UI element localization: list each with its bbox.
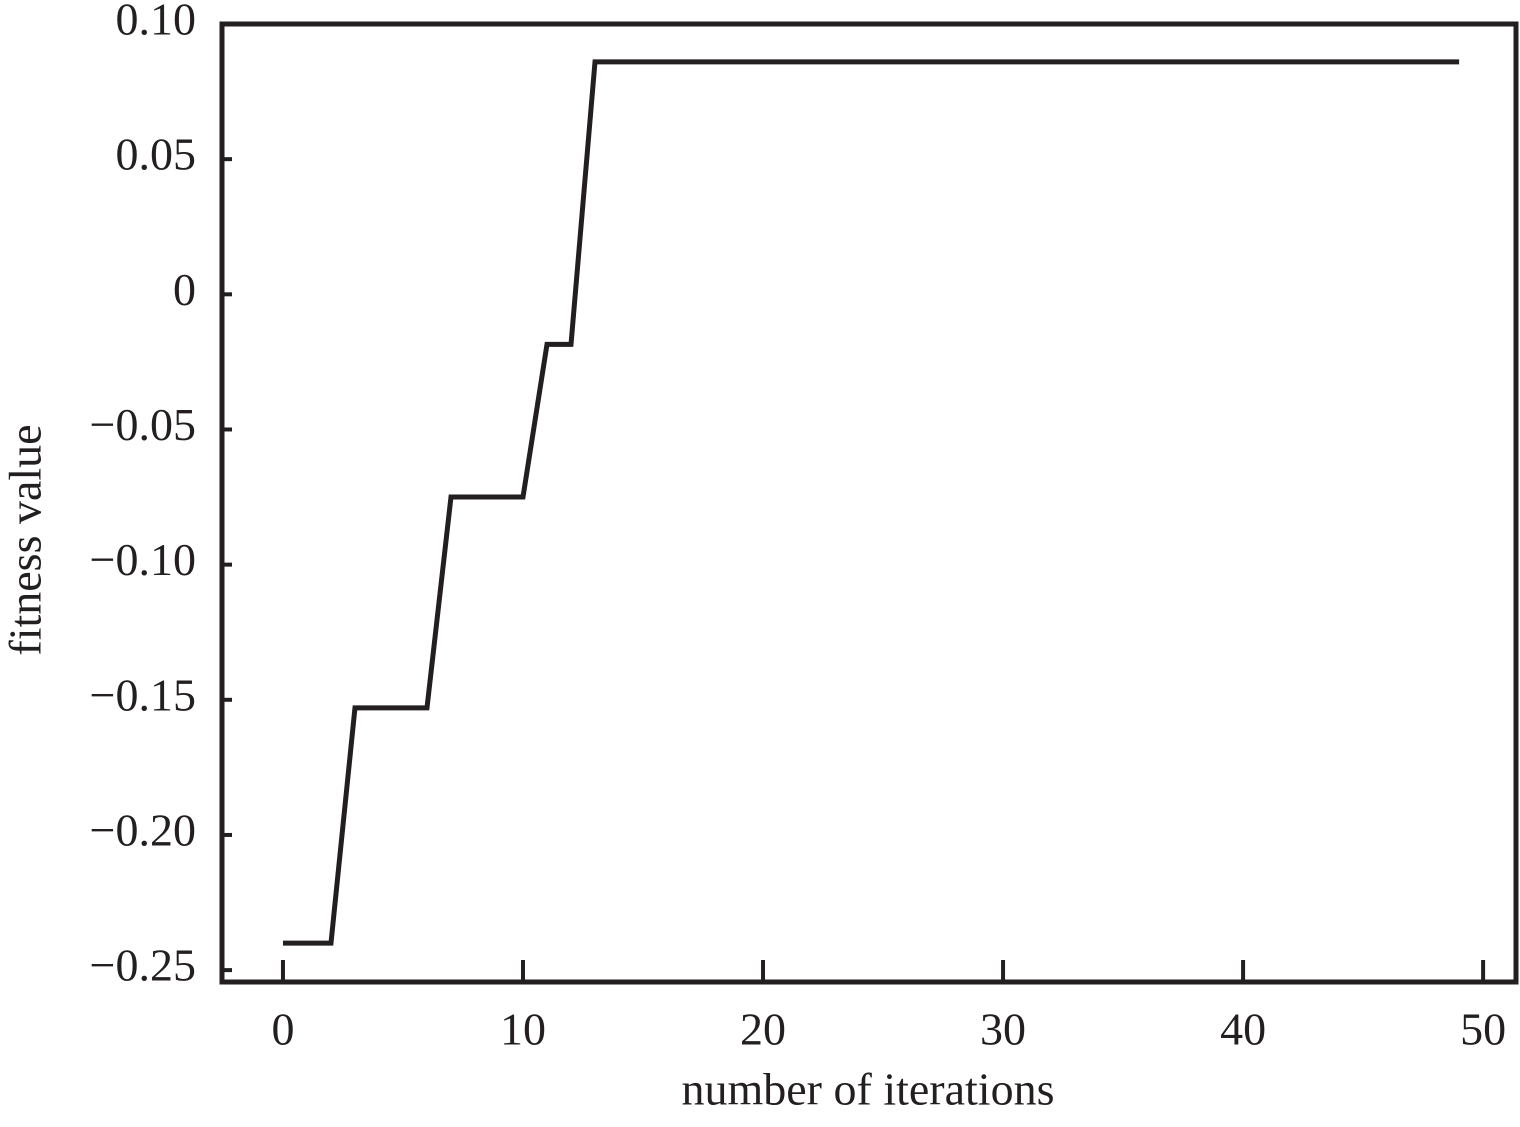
plot-frame bbox=[219, 21, 1519, 985]
x-tick-label: 10 bbox=[500, 1004, 546, 1055]
y-tick-label: −0.10 bbox=[90, 534, 196, 585]
x-tick-label: 40 bbox=[1220, 1004, 1266, 1055]
y-tick-label: −0.15 bbox=[90, 669, 196, 720]
y-tick-label: −0.20 bbox=[90, 805, 196, 856]
x-axis-label: number of iterations bbox=[681, 1064, 1054, 1115]
x-tick-label: 0 bbox=[271, 1004, 294, 1055]
y-tick-label: 0 bbox=[173, 264, 196, 315]
y-tick-label: −0.25 bbox=[90, 940, 196, 991]
x-tick-label: 50 bbox=[1460, 1004, 1506, 1055]
y-tick-label: 0.05 bbox=[116, 129, 197, 180]
y-tick-label: −0.05 bbox=[90, 399, 196, 450]
data-line bbox=[282, 59, 1460, 946]
y-tick-label: 0.10 bbox=[116, 0, 197, 45]
y-axis-label: fitness value bbox=[0, 424, 51, 655]
x-tick-label: 20 bbox=[740, 1004, 786, 1055]
x-tick-label: 30 bbox=[980, 1004, 1026, 1055]
